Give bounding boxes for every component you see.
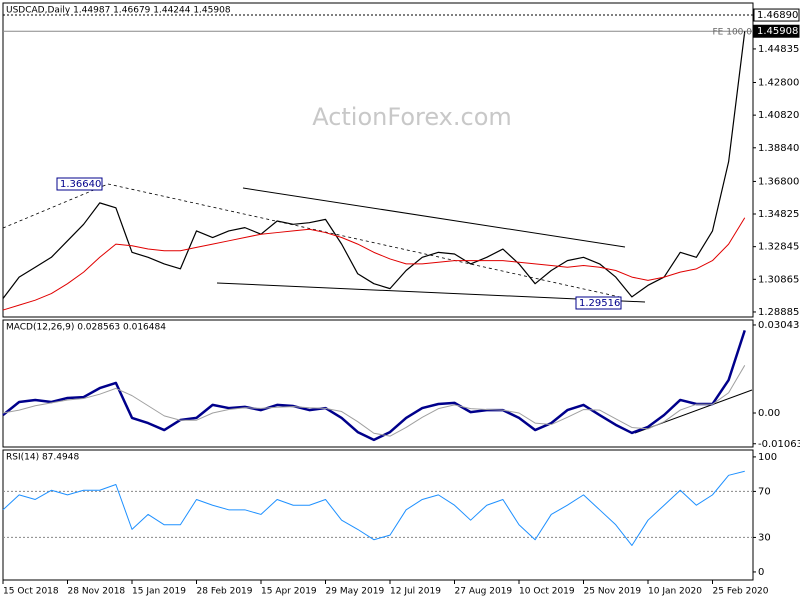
panel-title: RSI(14) 87.4948: [6, 453, 79, 463]
trendline: [107, 183, 621, 298]
series-line: [2, 31, 746, 299]
y-tick-label: 1.30865: [758, 274, 799, 285]
price-label-box: [753, 8, 800, 22]
x-tick-label: 29 May 2019: [326, 587, 385, 597]
panel-frame: [2, 319, 754, 448]
x-tick-label: 10 Oct 2019: [519, 587, 575, 597]
annotation: FE 100.0: [713, 28, 753, 38]
y-tick-label: 1.36800: [758, 176, 799, 187]
y-tick-label: 0.00: [758, 408, 780, 419]
y-tick-label: 1.28885: [758, 307, 799, 318]
y-tick-label: 70: [758, 486, 771, 497]
y-tick-label: 1.44835: [758, 44, 799, 55]
y-tick-label: 1.32845: [758, 242, 799, 253]
trendline: [216, 282, 646, 303]
y-tick-label: 0.03043: [758, 320, 799, 331]
panel-frame: [2, 2, 754, 318]
series-line: [2, 329, 746, 442]
trendline: [242, 187, 626, 248]
y-tick-label: 1.34825: [758, 209, 799, 220]
series-line: [2, 470, 745, 546]
y-tick-label: -0.010639: [758, 439, 800, 450]
price-label: 1.46890: [757, 10, 798, 21]
x-tick-label: 28 Feb 2019: [197, 587, 253, 597]
y-tick-label: 1.40820: [758, 110, 799, 121]
y-tick-label: 100: [758, 452, 777, 463]
panel-title: MACD(12,26,9) 0.028563 0.016484: [6, 323, 166, 333]
y-tick-label: 0: [758, 567, 764, 578]
x-tick-label: 10 Jan 2020: [648, 587, 702, 597]
x-tick-label: 25 Feb 2020: [713, 587, 769, 597]
x-tick-label: 25 Nov 2019: [584, 587, 642, 597]
x-tick-label: 28 Nov 2018: [68, 587, 126, 597]
trendline: [2, 183, 109, 229]
series-line: [2, 217, 746, 311]
y-tick-label: 30: [758, 532, 771, 543]
price-label-box: [753, 24, 800, 38]
panel-frame: [2, 449, 754, 581]
annotation: 1.29516: [579, 298, 620, 309]
x-tick-label: 15 Oct 2018: [3, 587, 59, 597]
annotation-box: [575, 296, 622, 310]
y-tick-label: 1.38840: [758, 143, 799, 154]
series-line: [2, 365, 746, 437]
trendlines: [2, 183, 753, 434]
annotation-box: [56, 177, 103, 191]
y-tick-label: 1.42800: [758, 77, 799, 88]
x-tick-label: 12 Jul 2019: [390, 587, 441, 597]
panel-title: USDCAD,Daily 1.44987 1.46679 1.44244 1.4…: [6, 6, 231, 16]
watermark: ActionForex.com: [312, 103, 512, 131]
annotation: 1.36640: [60, 179, 101, 190]
x-tick-label: 15 Jan 2019: [132, 587, 186, 597]
x-tick-label: 15 Apr 2019: [261, 587, 317, 597]
x-tick-label: 27 Aug 2019: [455, 587, 513, 597]
price-label: 1.45908: [757, 26, 798, 37]
